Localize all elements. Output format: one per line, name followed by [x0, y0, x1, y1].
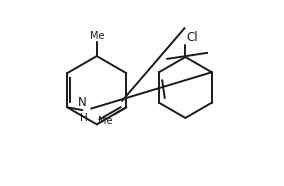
- Text: Me: Me: [98, 116, 112, 126]
- Text: Me: Me: [89, 31, 104, 41]
- Text: N: N: [78, 96, 87, 109]
- Text: Cl: Cl: [186, 31, 198, 44]
- Text: H: H: [80, 113, 88, 123]
